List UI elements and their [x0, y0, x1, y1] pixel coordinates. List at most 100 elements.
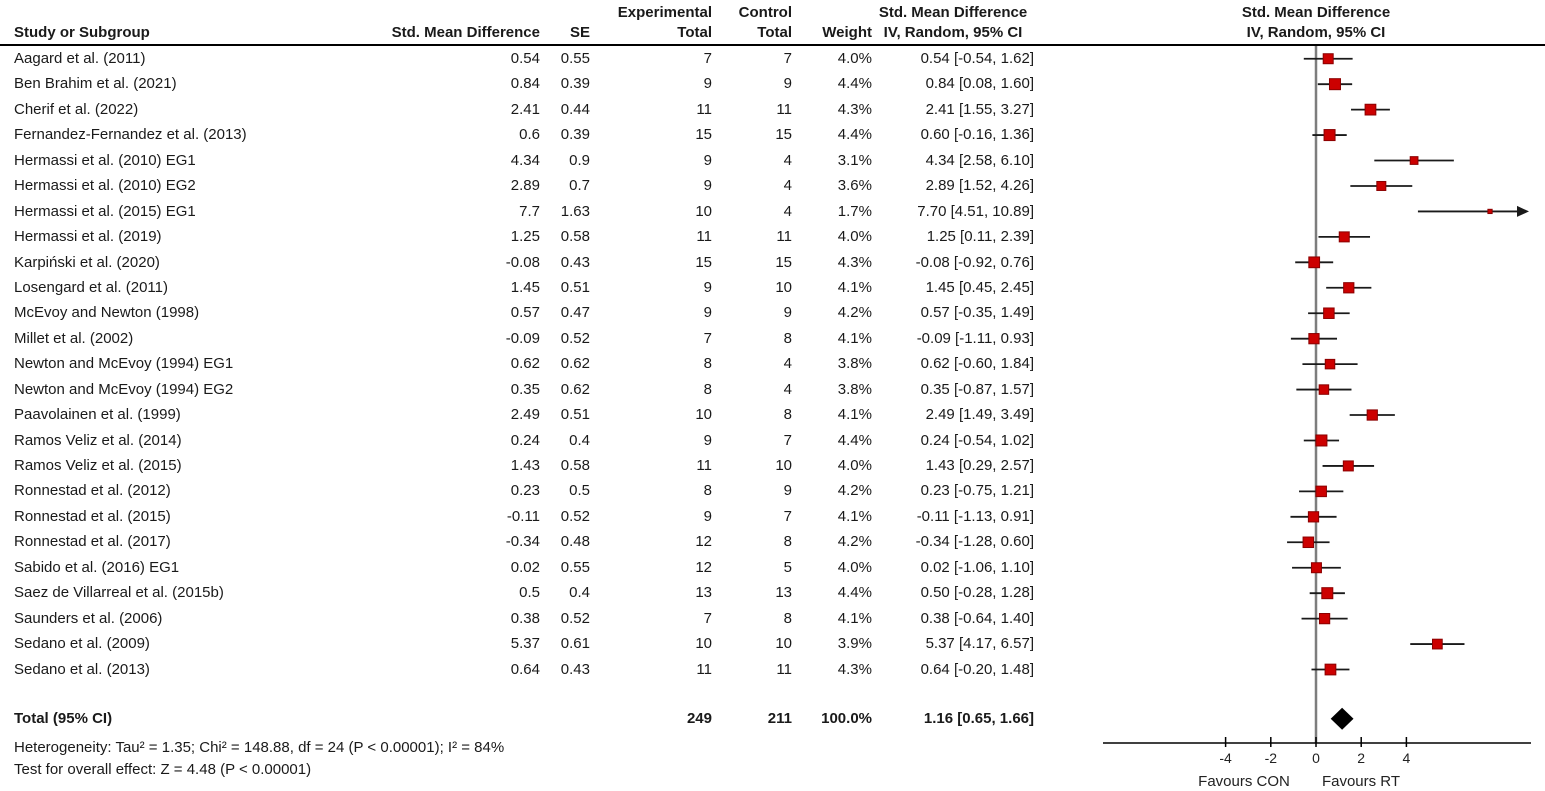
total-ctrl: 211: [767, 710, 792, 727]
se-value: 0.44: [560, 100, 590, 118]
table-header: Experimental Control Std. Mean Differenc…: [0, 3, 1032, 43]
study-rows: Aagard et al. (2011) 0.54 0.55 7 7 4.0% 0.54 […: [0, 46, 1034, 682]
axis-tick-label: 2: [1357, 750, 1365, 766]
smd-value: -0.11: [506, 507, 540, 525]
se-value: 0.52: [560, 609, 590, 627]
ctrl-total: 5: [783, 558, 792, 576]
se-value: 0.52: [560, 507, 590, 525]
smd-value: 0.02: [510, 558, 540, 576]
ci-text: 2.49 [1.49, 3.49]: [925, 406, 1034, 424]
smd-value: 1.43: [510, 457, 540, 474]
study-name: Fernandez-Fernandez et al. (2013): [14, 126, 247, 144]
weight-value: 4.4%: [837, 126, 872, 144]
se-value: 0.7: [569, 177, 590, 195]
total-ci-text: 1.16 [0.65, 1.66]: [923, 710, 1034, 727]
plot-header-line1: Std. Mean Difference: [1241, 4, 1391, 21]
effect-marker: [1338, 231, 1350, 243]
ci-text: 4.34 [2.58, 6.10]: [925, 151, 1034, 169]
exp-total: 9: [703, 431, 712, 449]
study-name: Hermassi et al. (2019): [14, 228, 162, 246]
effect-marker: [1431, 638, 1443, 650]
table-row: McEvoy and Newton (1998) 0.57 0.47 9 9 4.2% 0.…: [0, 300, 1034, 325]
study-name: Sedano et al. (2009): [14, 635, 150, 653]
ctrl-total: 11: [776, 228, 792, 246]
header-weight: Weight: [822, 24, 872, 41]
se-value: 0.43: [560, 660, 590, 678]
ci-text: -0.11 [-1.13, 0.91]: [916, 507, 1034, 525]
effect-marker: [1409, 156, 1419, 165]
se-value: 0.5: [569, 482, 590, 500]
weight-value: 3.9%: [837, 635, 872, 653]
header-se: SE: [569, 24, 590, 41]
smd-value: -0.09: [505, 329, 540, 347]
effect-marker: [1302, 536, 1315, 549]
smd-value: 1.45: [510, 278, 540, 296]
effect-marker: [1318, 613, 1331, 625]
smd-value: 1.25: [510, 228, 540, 246]
se-value: 0.51: [560, 278, 590, 296]
ctrl-total: 8: [783, 406, 792, 424]
ci-text: -0.34 [-1.28, 0.60]: [915, 533, 1034, 551]
study-name: Millet et al. (2002): [14, 329, 134, 347]
table-row: Aagard et al. (2011) 0.54 0.55 7 7 4.0% 0.54 […: [0, 46, 1034, 71]
ctrl-total: 4: [783, 202, 792, 220]
weight-value: 4.0%: [837, 558, 872, 576]
smd-value: 4.34: [510, 151, 540, 169]
effect-marker: [1310, 562, 1322, 574]
header-control: Control: [738, 4, 792, 21]
header-row-1: Experimental Control Std. Mean Differenc…: [0, 3, 1032, 23]
se-value: 0.62: [560, 380, 590, 398]
smd-value: 5.37: [510, 635, 540, 653]
weight-value: 4.2%: [837, 482, 872, 500]
ci-text: 0.38 [-0.64, 1.40]: [920, 609, 1034, 627]
study-name: McEvoy and Newton (1998): [14, 304, 200, 322]
weight-value: 3.8%: [837, 380, 872, 398]
ctrl-total: 4: [783, 151, 792, 169]
weight-value: 4.0%: [837, 457, 872, 474]
ctrl-total: 8: [783, 329, 792, 347]
ci-text: 1.43 [0.29, 2.57]: [925, 457, 1034, 474]
total-exp: 249: [686, 710, 712, 727]
axis-tick-label: -4: [1219, 750, 1232, 766]
effect-marker: [1308, 333, 1320, 345]
smd-value: 0.23: [510, 482, 540, 500]
ctrl-total: 10: [775, 278, 792, 296]
overall-effect-note: Test for overall effect: Z = 4.48 (P < 0…: [14, 761, 312, 778]
table-row: Hermassi et al. (2010) EG2 2.89 0.7 9 4 3.6% 2…: [0, 173, 1034, 198]
smd-value: 0.6: [519, 126, 540, 144]
ci-text: 0.50 [-0.28, 1.28]: [920, 584, 1034, 602]
exp-total: 7: [703, 329, 712, 347]
weight-value: 1.7%: [837, 202, 872, 220]
study-name: Newton and McEvoy (1994) EG2: [14, 380, 234, 398]
ctrl-total: 11: [776, 100, 792, 118]
ci-text: 0.24 [-0.54, 1.02]: [920, 431, 1034, 449]
weight-value: 4.0%: [837, 228, 872, 246]
smd-value: 2.49: [510, 406, 540, 424]
favours-right-label: Favours RT: [1322, 773, 1400, 790]
ci-text: 0.64 [-0.20, 1.48]: [920, 660, 1034, 678]
ci-text: 1.45 [0.45, 2.45]: [925, 278, 1034, 296]
table-row: Millet et al. (2002) -0.09 0.52 7 8 4.1% -0.09…: [0, 326, 1034, 351]
study-name: Aagard et al. (2011): [14, 50, 146, 67]
effect-marker: [1323, 307, 1335, 319]
table-row: Ronnestad et al. (2015) -0.11 0.52 9 7 4.1% -0…: [0, 504, 1034, 529]
exp-total: 8: [703, 355, 712, 373]
ctrl-total: 15: [775, 253, 792, 271]
ci-text: 1.25 [0.11, 2.39]: [926, 228, 1034, 246]
effect-marker: [1328, 78, 1341, 91]
table-row: Ronnestad et al. (2012) 0.23 0.5 8 9 4.2% 0.23…: [0, 478, 1034, 503]
table-row: Fernandez-Fernandez et al. (2013) 0.6 0.39…: [0, 122, 1034, 147]
study-name: Sedano et al. (2013): [14, 660, 150, 678]
study-name: Ramos Veliz et al. (2014): [14, 431, 182, 449]
weight-value: 4.3%: [837, 100, 872, 118]
table-row: Cherif et al. (2022) 2.41 0.44 11 11 4.3% 2.41…: [0, 97, 1034, 122]
ctrl-total: 10: [775, 457, 792, 474]
study-name: Ronnestad et al. (2012): [14, 482, 171, 500]
effect-marker: [1487, 208, 1493, 215]
ctrl-total: 11: [776, 660, 792, 678]
ci-text: 2.41 [1.55, 3.27]: [925, 100, 1034, 118]
study-name: Saunders et al. (2006): [14, 609, 163, 627]
ci-arrow-right: [1517, 205, 1529, 217]
smd-value: 0.35: [510, 380, 540, 398]
